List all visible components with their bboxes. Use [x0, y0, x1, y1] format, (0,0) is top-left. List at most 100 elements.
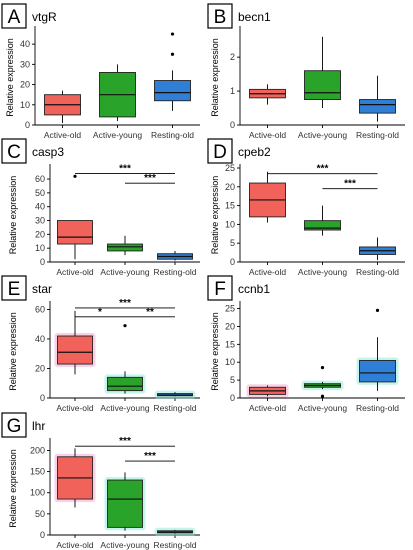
panel-label: B	[214, 7, 227, 28]
significance-label: ***	[344, 179, 356, 190]
box-iqr	[304, 220, 341, 231]
y-tick-label: 25	[225, 163, 235, 173]
panel-title: casp3	[32, 145, 64, 159]
box-iqr	[57, 220, 93, 245]
panel-label-box	[1, 275, 27, 301]
box-active-old	[246, 384, 289, 398]
box-resting-old	[359, 75, 396, 122]
significance-label: ***	[317, 164, 329, 175]
y-tick-label: 25	[225, 304, 235, 314]
y-axis-label: Relative expression	[5, 38, 15, 117]
y-tick-label: 0	[230, 393, 235, 403]
y-tick-label: 0	[40, 257, 45, 267]
outlier-point	[170, 32, 175, 36]
x-tick-label: Active-old	[44, 130, 82, 140]
box-active-young	[301, 365, 344, 398]
y-tick-label: 1	[230, 86, 235, 96]
panel-title: vtgR	[32, 10, 57, 24]
box-iqr	[107, 479, 143, 528]
box-iqr	[304, 70, 341, 101]
box-iqr	[107, 376, 143, 392]
box-iqr	[154, 80, 191, 102]
y-axis-label: Relative expression	[8, 312, 18, 391]
y-tick-label: 20	[225, 321, 235, 331]
y-axis-label: Relative expression	[210, 38, 220, 117]
x-tick-label: Resting-old	[151, 130, 194, 140]
y-tick-label: 150	[30, 467, 45, 477]
box-active-young	[304, 36, 341, 109]
box-active-old	[249, 171, 286, 223]
significance-label: ***	[119, 436, 131, 447]
y-tick-label: 5	[230, 375, 235, 385]
y-axis-label: Relative expression	[8, 176, 18, 255]
panel-title: ccnb1	[238, 282, 270, 296]
box-resting-old	[157, 250, 193, 261]
box-active-old	[44, 90, 81, 123]
x-tick-label: Active-young	[298, 130, 347, 140]
x-tick-label: Resting-old	[154, 403, 197, 413]
y-tick-label: 40	[20, 39, 30, 49]
y-tick-label: 15	[225, 339, 235, 349]
box-resting-old	[359, 237, 396, 261]
box-active-old	[54, 310, 96, 375]
y-tick-label: 20	[35, 229, 45, 239]
box-resting-old	[154, 527, 196, 536]
box-active-young	[104, 324, 146, 394]
y-tick-label: 40	[35, 202, 45, 212]
y-tick-label: 50	[35, 188, 45, 198]
y-tick-label: 100	[30, 488, 45, 498]
y-axis-label: Relative expression	[210, 176, 220, 255]
panel-label: G	[7, 416, 22, 437]
y-tick-label: 0	[25, 120, 30, 130]
x-tick-label: Active-old	[249, 403, 287, 413]
box-active-old	[54, 448, 96, 508]
panel-label: E	[8, 279, 21, 300]
x-tick-label: Resting-old	[154, 267, 197, 277]
y-tick-label: 0	[40, 530, 45, 540]
y-tick-label: 0	[230, 120, 235, 130]
panel-title: cpeb2	[238, 145, 271, 159]
y-tick-label: 20	[20, 80, 30, 90]
x-tick-label: Active-old	[249, 267, 287, 277]
significance-label: ***	[119, 164, 131, 175]
box-active-young	[304, 205, 341, 236]
y-tick-label: 0	[40, 393, 45, 403]
y-tick-label: 60	[35, 304, 45, 314]
outlier-point	[320, 394, 325, 398]
box-iqr	[359, 99, 396, 114]
x-tick-label: Active-young	[298, 403, 347, 413]
x-tick-label: Active-old	[56, 267, 94, 277]
y-tick-label: 60	[35, 174, 45, 184]
box-active-young	[99, 64, 136, 121]
x-tick-label: Active-young	[93, 130, 142, 140]
box-iqr	[107, 243, 143, 252]
box-resting-old	[154, 390, 196, 399]
panel-label: D	[213, 142, 227, 163]
x-tick-label: Active-old	[249, 130, 287, 140]
x-tick-label: Active-young	[100, 267, 149, 277]
y-tick-label: 10	[225, 357, 235, 367]
x-tick-label: Active-young	[100, 403, 149, 413]
significance-label: *	[98, 307, 102, 318]
x-tick-label: Resting-old	[356, 403, 399, 413]
panel-label-box	[207, 3, 233, 29]
y-tick-label: 30	[20, 59, 30, 69]
box-iqr	[359, 359, 396, 383]
box-active-young	[107, 235, 143, 256]
significance-label: **	[146, 307, 154, 318]
panel-title: lhr	[32, 419, 45, 433]
panel-label-box	[207, 275, 233, 301]
x-tick-label: Active-young	[100, 540, 149, 550]
outlier-point	[320, 365, 325, 370]
outlier-point	[123, 324, 127, 328]
box-active-old	[57, 174, 93, 260]
box-active-young	[104, 472, 146, 531]
y-tick-label: 40	[35, 334, 45, 344]
panel-label-box	[1, 3, 27, 29]
